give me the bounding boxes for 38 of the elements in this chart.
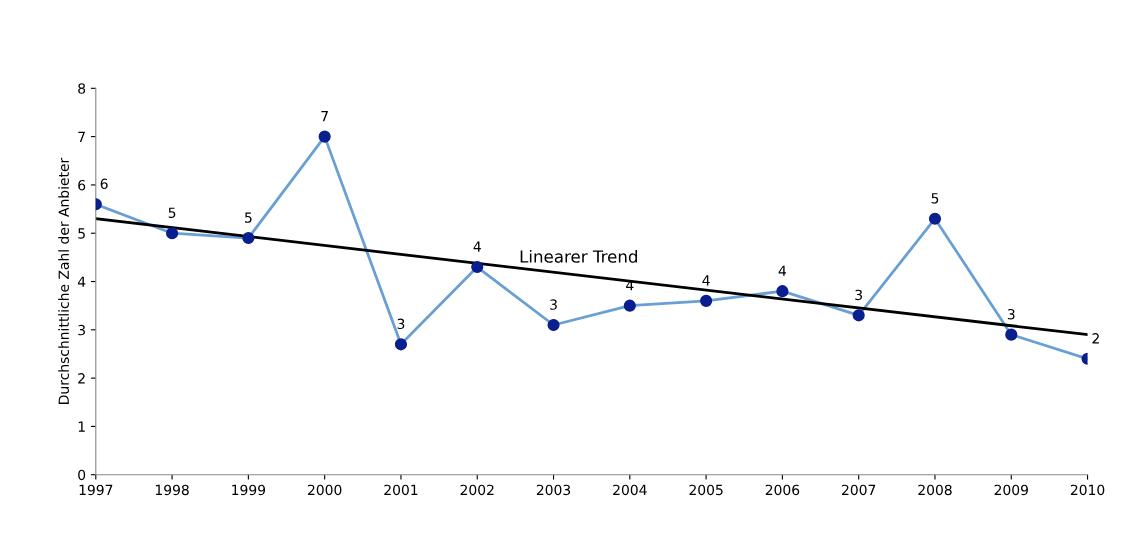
y-tick-label: 4 xyxy=(77,276,86,287)
data-label: 5 xyxy=(245,212,252,223)
x-tick-label: 2001 xyxy=(384,484,418,496)
data-label: 3 xyxy=(1007,308,1015,320)
x-tick-label: 1997 xyxy=(79,484,113,496)
y-axis-title: Durchschnittliche Zahl der Anbieter xyxy=(58,157,69,404)
x-tick-label: 2006 xyxy=(765,484,800,496)
data-label: 6 xyxy=(100,178,108,190)
data-label: 4 xyxy=(778,265,787,276)
data-label: 5 xyxy=(931,193,939,204)
x-tick-label: 2009 xyxy=(994,484,1028,496)
x-tick-label: 2005 xyxy=(689,484,723,496)
data-label: 4 xyxy=(702,275,710,286)
y-tick-label: 2 xyxy=(78,373,85,384)
x-tick-label: 2002 xyxy=(460,484,494,496)
data-label: 5 xyxy=(168,207,176,219)
data-label: 7 xyxy=(321,111,328,122)
x-tick-label: 2010 xyxy=(1070,484,1105,496)
data-label: 3 xyxy=(550,299,557,310)
annotation: Linearer Trend xyxy=(520,249,637,263)
y-tick-label: 1 xyxy=(78,421,85,432)
y-tick-label: 6 xyxy=(78,179,86,191)
data-label: 4 xyxy=(473,241,481,252)
x-tick-label: 1998 xyxy=(155,484,189,496)
y-tick-label: 5 xyxy=(78,228,85,239)
x-tick-label: 2008 xyxy=(918,484,952,496)
x-tick-label: 2004 xyxy=(613,484,647,496)
y-tick-label: 3 xyxy=(78,324,85,336)
x-tick-label: 1999 xyxy=(232,484,266,496)
y-tick-label: 8 xyxy=(78,83,86,94)
x-tick-label: 2000 xyxy=(308,484,342,496)
y-tick-label: 0 xyxy=(78,469,86,481)
data-label: 3 xyxy=(397,318,405,330)
x-tick-label: 2003 xyxy=(536,484,571,496)
x-tick-label: 2007 xyxy=(842,484,876,496)
y-tick-label: 7 xyxy=(78,131,85,142)
data-label: 2 xyxy=(1092,333,1099,344)
data-label: 3 xyxy=(855,289,862,301)
